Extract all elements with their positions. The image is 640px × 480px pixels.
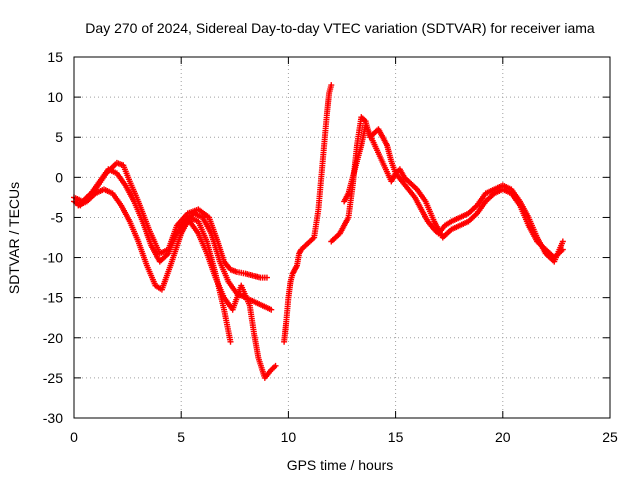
data-point [559, 246, 566, 253]
y-tick-label: -10 [43, 250, 63, 266]
y-tick-label: 10 [47, 89, 63, 105]
data-point [227, 338, 234, 345]
plot-frame [73, 56, 611, 419]
data-point [559, 238, 566, 245]
data-point [272, 362, 279, 369]
series-track-7 [341, 122, 566, 261]
y-tick-label: 5 [55, 129, 63, 145]
y-tick-label: 15 [47, 49, 63, 65]
x-tick-label: 15 [388, 429, 404, 445]
y-tick-label: -30 [43, 410, 63, 426]
data-points [71, 82, 566, 381]
data-point [263, 274, 270, 281]
axis-ticks: 0 5 10 15 20 25 -30 -25 -20 -15 -10 -5 0 5 10 15 [43, 49, 618, 445]
gridlines [74, 57, 610, 418]
chart-title: Day 270 of 2024, Sidereal Day-to-day VTE… [85, 20, 595, 36]
x-tick-label: 5 [177, 429, 185, 445]
x-tick-label: 10 [281, 429, 297, 445]
x-tick-label: 25 [602, 429, 618, 445]
y-axis-label: SDTVAR / TECUs [6, 182, 22, 294]
y-tick-label: -5 [51, 209, 64, 225]
series-track-5 [281, 82, 335, 345]
y-tick-label: -20 [43, 330, 63, 346]
series-track-4 [178, 218, 279, 381]
y-tick-label: 0 [55, 169, 63, 185]
x-tick-label: 20 [495, 429, 511, 445]
x-tick-label: 0 [70, 429, 78, 445]
y-tick-label: -25 [43, 370, 63, 386]
x-axis-label: GPS time / hours [287, 457, 394, 473]
y-tick-label: -15 [43, 290, 63, 306]
data-point [328, 82, 335, 89]
data-point [268, 306, 275, 313]
